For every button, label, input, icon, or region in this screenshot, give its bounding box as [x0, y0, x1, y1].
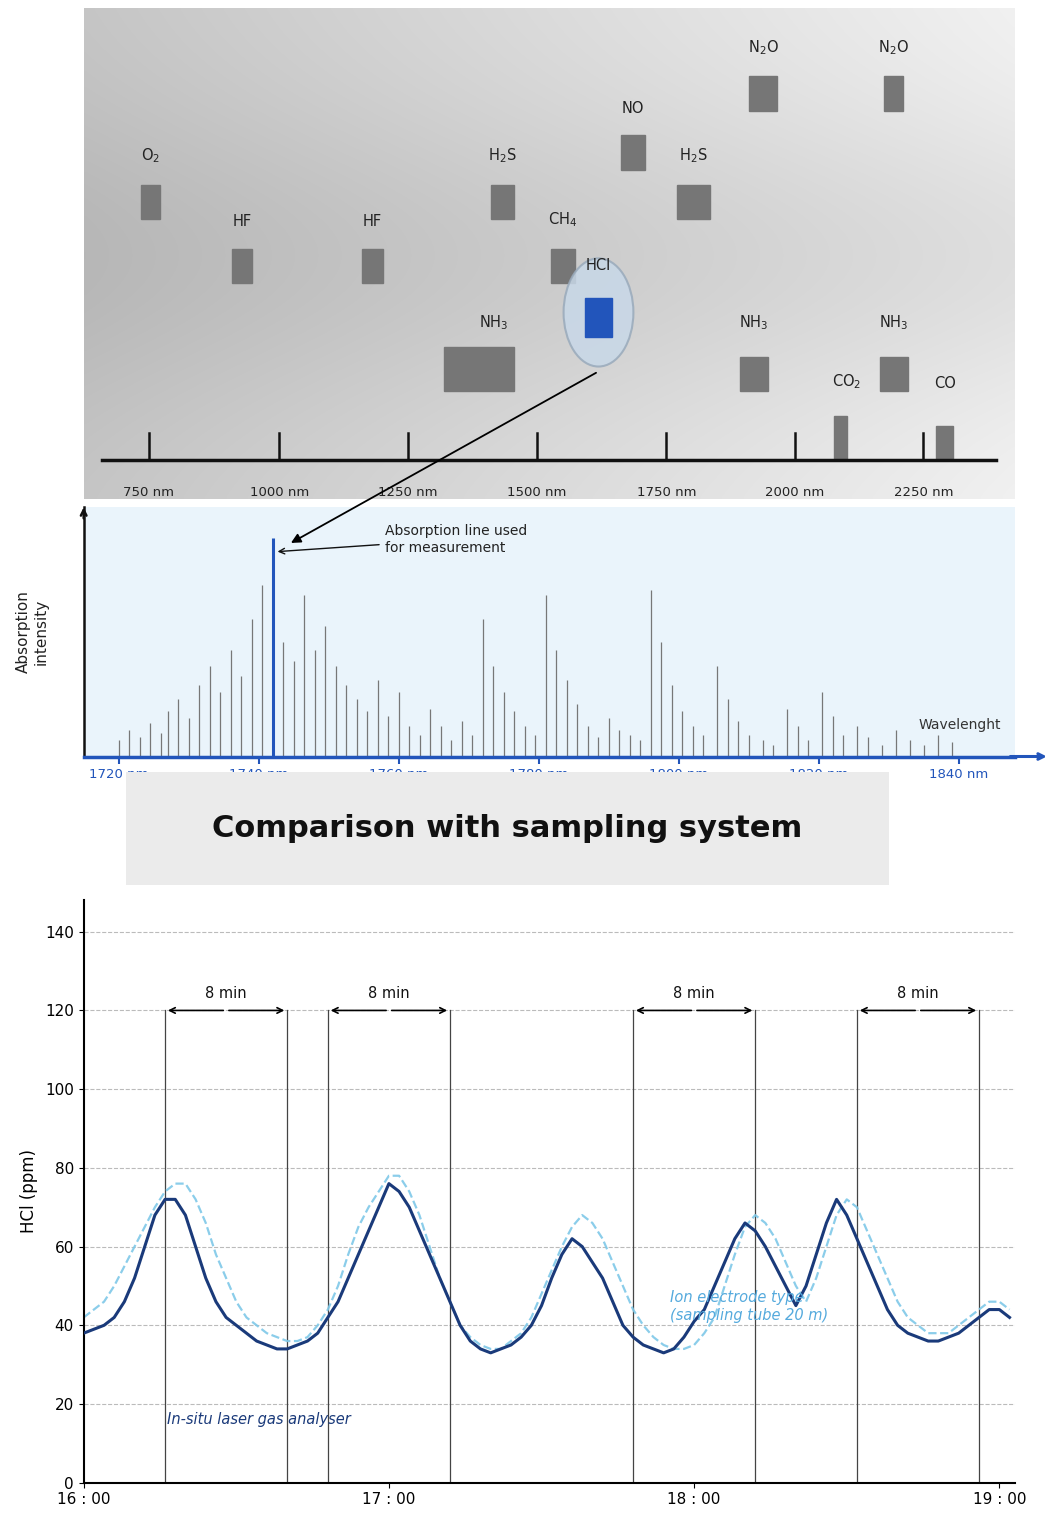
- Bar: [677, 185, 710, 219]
- Bar: [749, 77, 777, 110]
- Bar: [880, 357, 908, 392]
- Text: 1500 nm: 1500 nm: [507, 486, 567, 499]
- Text: HF: HF: [363, 213, 382, 228]
- Text: NO: NO: [621, 101, 644, 117]
- Bar: [884, 77, 903, 110]
- Text: NH$_3$: NH$_3$: [479, 313, 508, 333]
- Text: NH$_3$: NH$_3$: [740, 313, 769, 333]
- Text: H$_2$S: H$_2$S: [488, 147, 517, 165]
- Bar: [834, 416, 847, 460]
- Text: 1000 nm: 1000 nm: [250, 486, 309, 499]
- Text: 750 nm: 750 nm: [123, 486, 175, 499]
- Text: NH$_3$: NH$_3$: [879, 313, 908, 333]
- Text: CO: CO: [934, 377, 956, 392]
- Text: O$_2$: O$_2$: [141, 147, 160, 165]
- Text: Comparison with sampling system: Comparison with sampling system: [212, 814, 802, 843]
- Text: N$_2$O: N$_2$O: [748, 38, 778, 56]
- Text: 8 min: 8 min: [205, 985, 247, 1000]
- Text: 1750 nm: 1750 nm: [637, 486, 697, 499]
- Text: Absorption
intensity: Absorption intensity: [17, 590, 49, 673]
- Text: 8 min: 8 min: [674, 985, 715, 1000]
- Bar: [141, 185, 160, 219]
- Text: CH$_4$: CH$_4$: [548, 210, 577, 228]
- Bar: [936, 425, 953, 460]
- Text: 1250 nm: 1250 nm: [378, 486, 437, 499]
- Bar: [621, 135, 644, 169]
- Bar: [585, 298, 613, 337]
- Text: 2000 nm: 2000 nm: [766, 486, 824, 499]
- Text: Ion electrode type
(sampling tube 20 m): Ion electrode type (sampling tube 20 m): [670, 1291, 828, 1322]
- Text: Absorption line used
for measurement: Absorption line used for measurement: [279, 525, 527, 555]
- Text: CO$_2$: CO$_2$: [833, 372, 862, 392]
- Bar: [362, 248, 383, 283]
- Text: 8 min: 8 min: [897, 985, 938, 1000]
- Text: In-situ laser gas analyser: In-situ laser gas analyser: [167, 1413, 351, 1427]
- Text: H$_2$S: H$_2$S: [679, 147, 708, 165]
- Text: 2250 nm: 2250 nm: [893, 486, 953, 499]
- Ellipse shape: [564, 259, 634, 366]
- Text: HF: HF: [232, 213, 251, 228]
- Y-axis label: HCl (ppm): HCl (ppm): [20, 1150, 38, 1233]
- Bar: [491, 185, 515, 219]
- Bar: [740, 357, 768, 392]
- Bar: [445, 346, 515, 392]
- Text: HCl: HCl: [586, 259, 611, 274]
- Bar: [551, 248, 574, 283]
- Text: Wavelenght: Wavelenght: [918, 717, 1001, 732]
- Text: N$_2$O: N$_2$O: [879, 38, 909, 56]
- Bar: [232, 248, 252, 283]
- X-axis label: Absorption line of HCl: Absorption line of HCl: [462, 793, 636, 808]
- Text: 8 min: 8 min: [368, 985, 410, 1000]
